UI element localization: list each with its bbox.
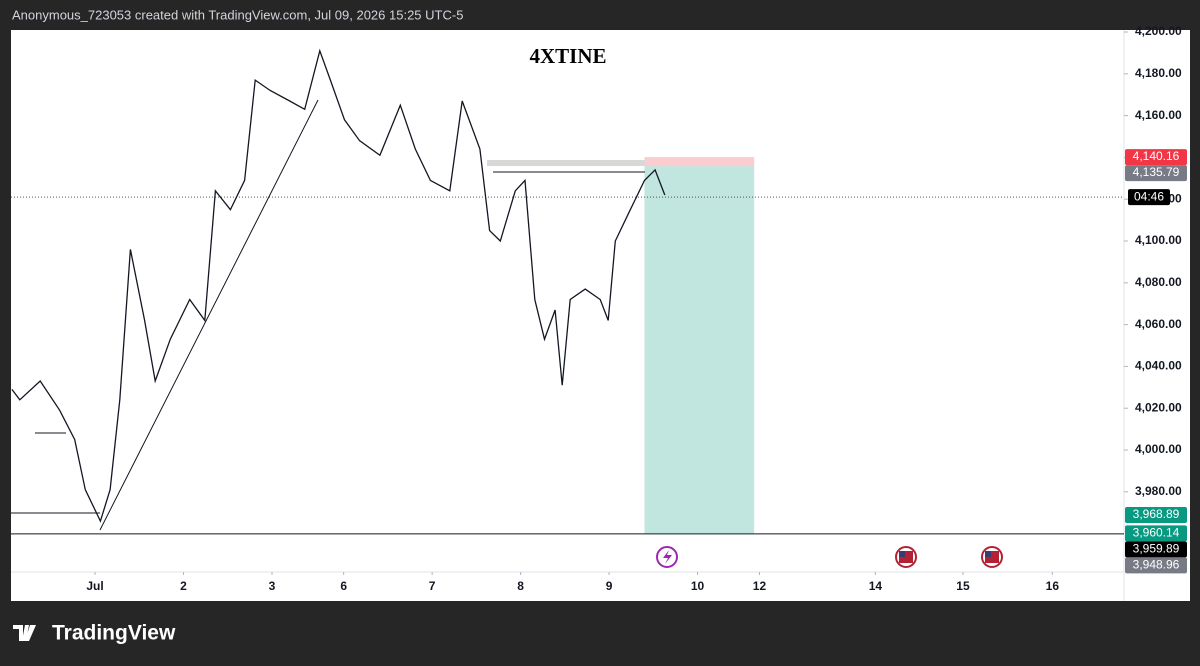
price-label: 4,135.79 [1133,165,1180,179]
x-tick-label: 15 [956,579,970,593]
price-label-box [1125,149,1187,166]
price-labels: 4,140.16 4,135.79 3,968.89 3,960.14 3,959.89… [1125,149,1187,574]
price-label: 3,948.96 [1133,557,1180,571]
x-tick-label: 2 [180,579,187,593]
price-line [11,48,666,523]
x-tick-label: 14 [869,579,883,593]
header: Anonymous_723053 created with TradingVie… [12,7,463,22]
x-tick-label: Jul [86,579,103,593]
y-tick-label: 3,980.00 [1135,484,1182,498]
price-label-box [1125,525,1187,542]
x-tick-label: 8 [517,579,524,593]
x-tick-label: 16 [1046,579,1060,593]
price-label-box [1125,165,1187,182]
y-tick-label: 4,180.00 [1135,66,1182,80]
price-label: 4,140.16 [1133,149,1180,163]
countdown-box [1128,189,1170,206]
x-tick-label: 9 [606,579,613,593]
flag [899,551,905,557]
price-label: 3,968.89 [1133,507,1180,521]
y-tick-label: 4,080.00 [1135,275,1182,289]
y-tick-label: 4,100.00 [1135,233,1182,247]
countdown: 04:46 [1134,189,1164,203]
y-tick-label: 4,060.00 [1135,317,1182,331]
chart-area [11,30,1190,601]
price-label: 3,960.14 [1133,525,1180,539]
footer-logo: TradingView [52,622,176,645]
trend-line [99,99,319,531]
flag [985,551,991,557]
annotation: 4XTINE [529,44,606,68]
price-label-box [1125,557,1187,574]
x-tick-label: 3 [269,579,276,593]
y-tick-label: 4,000.00 [1135,442,1182,456]
price-label-box [1125,507,1187,524]
x-tick-label: 7 [429,579,436,593]
event-icon-glyph [663,550,672,564]
x-tick-label: 12 [753,579,767,593]
y-tick-label: 4,160.00 [1135,108,1182,122]
price-label-box [1125,541,1187,558]
price-label: 3,959.89 [1133,541,1180,555]
logo-mark [13,625,36,641]
x-tick-label: 6 [340,579,347,593]
x-tick-label: 10 [691,579,705,593]
y-tick-label: 4,020.00 [1135,400,1182,414]
y-tick-label: 4,200.00 [1135,24,1182,38]
target-zone [644,166,755,534]
plot: 3,980.00 4,000.00 4,020.00 4,040.00 4,060.00… [11,24,1182,593]
stop-zone [644,157,755,167]
zone [487,160,645,166]
y-tick-label: 4,040.00 [1135,359,1182,373]
